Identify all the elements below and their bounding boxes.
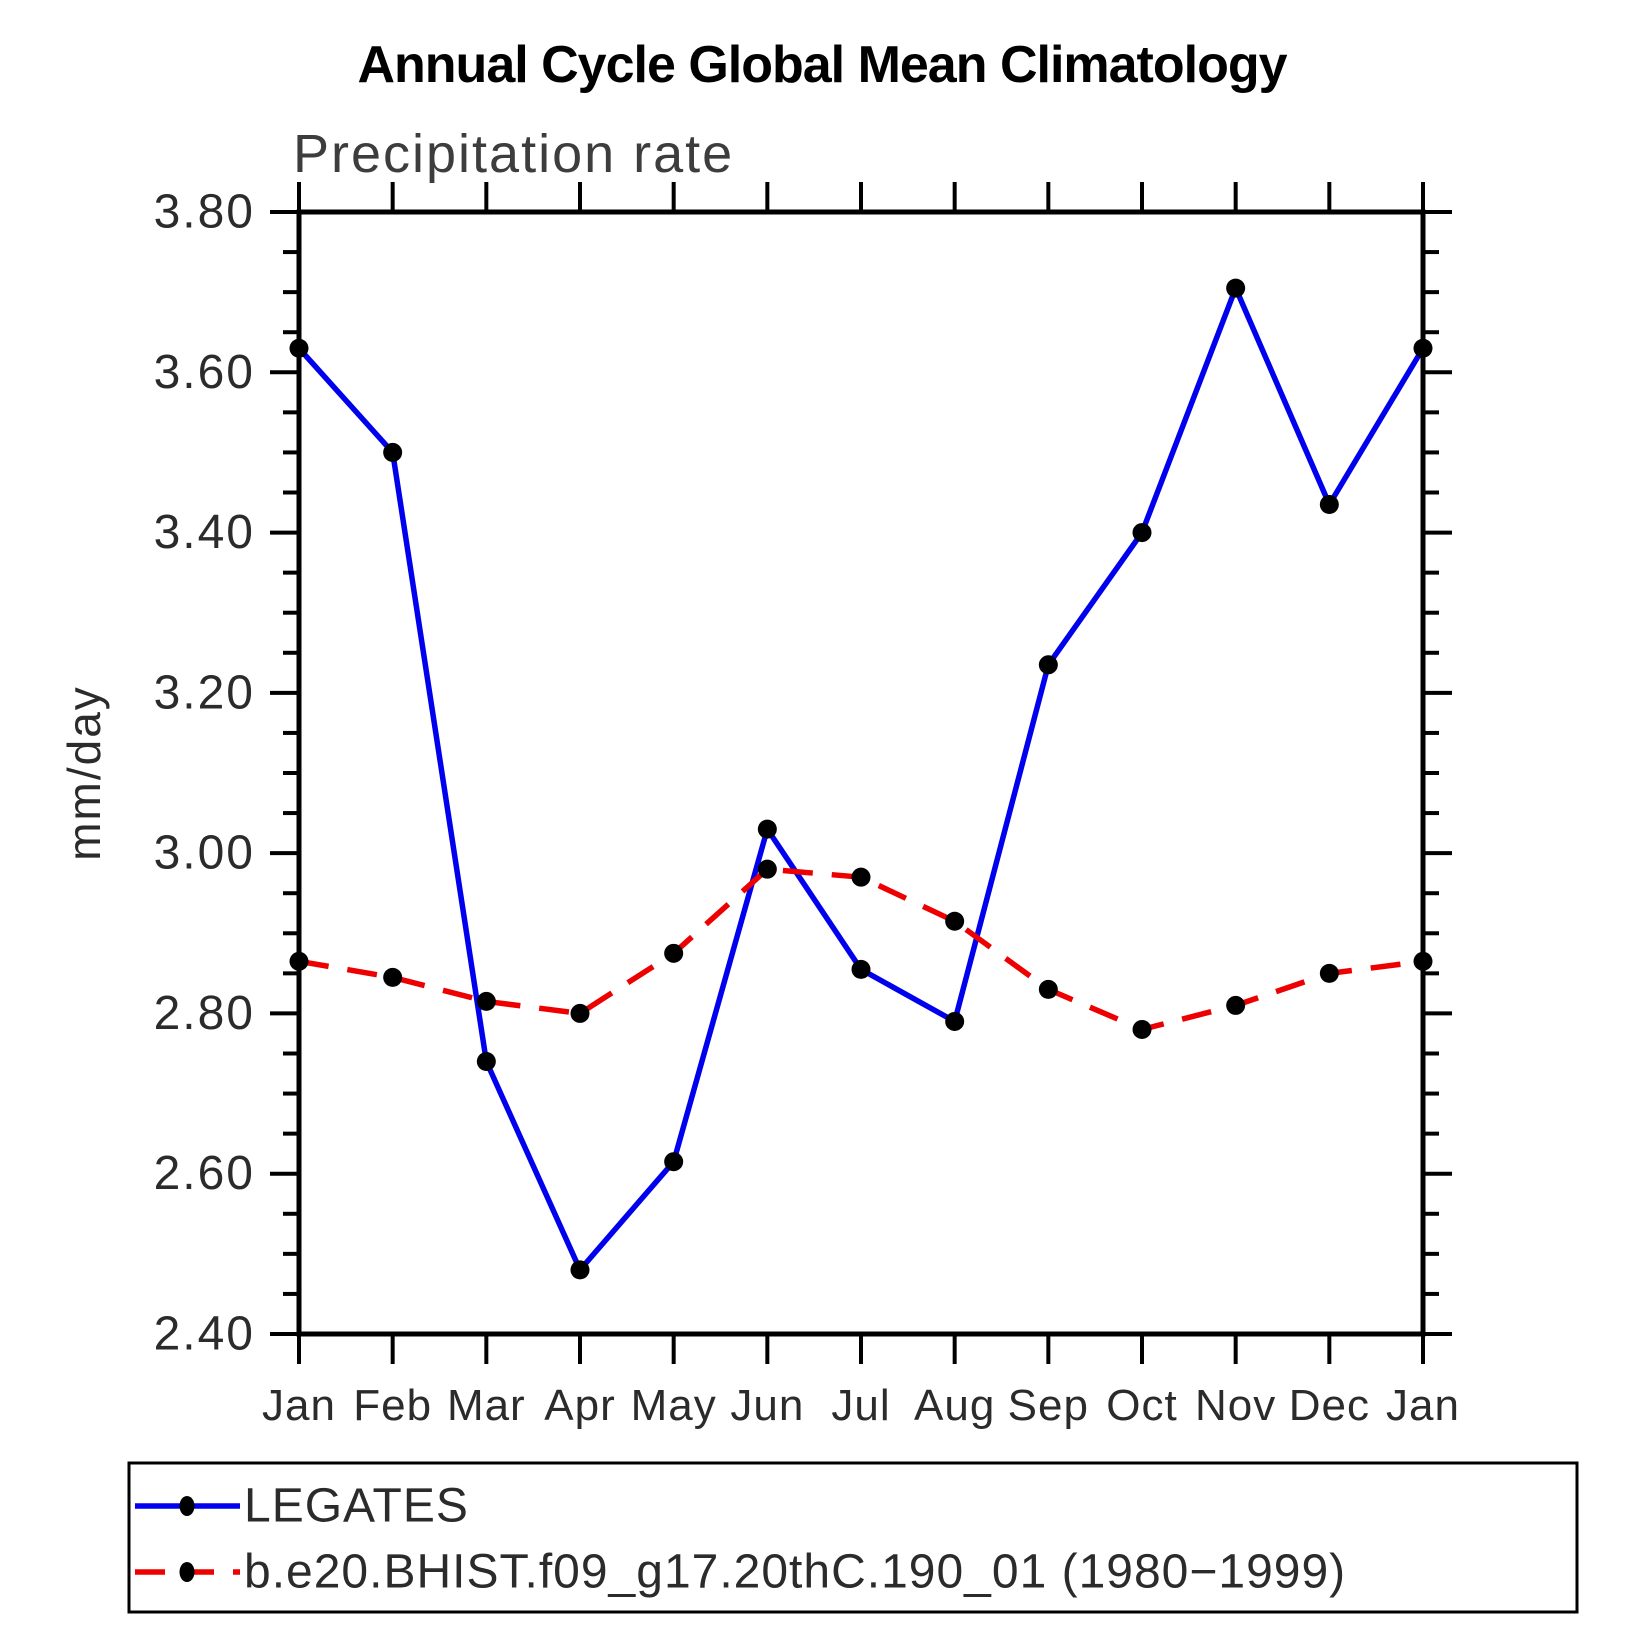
legend-label-legates: LEGATES [244, 1480, 469, 1533]
data-point-marker [945, 1011, 965, 1031]
x-axis-tick-labels: Jan Feb Mar Apr May Jun Jul Aug Sep Oct Nov Dec Jan [262, 1381, 1460, 1430]
x-tick-label: Feb [353, 1381, 432, 1430]
x-tick-label: Oct [1106, 1381, 1177, 1430]
y-tick-label: 2.60 [154, 1147, 255, 1200]
x-tick-label: Jul [831, 1381, 890, 1430]
data-point-marker [289, 338, 309, 358]
data-point-marker [1319, 963, 1339, 983]
y-axis-ticks [270, 210, 1452, 1336]
data-point-marker [664, 1152, 684, 1172]
y-tick-label: 3.40 [154, 506, 255, 559]
x-tick-label: Jun [730, 1381, 804, 1430]
data-point-marker [476, 1052, 496, 1072]
data-point-marker [570, 1003, 590, 1023]
y-tick-label: 3.80 [154, 186, 255, 239]
series-line-legates [296, 285, 1426, 1273]
legend: LEGATES b.e20.BHIST.f09_g17.20thC.190_01… [127, 1461, 1579, 1614]
data-point-marker [1226, 995, 1246, 1015]
legend-label-model: b.e20.BHIST.f09_g17.20thC.190_01 (1980−1… [244, 1546, 1346, 1599]
y-tick-label: 2.40 [154, 1308, 255, 1361]
data-point-marker [1038, 655, 1058, 675]
x-tick-label: Dec [1289, 1381, 1370, 1430]
data-point-marker [289, 951, 309, 971]
x-tick-label: Nov [1195, 1381, 1276, 1430]
data-point-marker [1413, 951, 1433, 971]
data-point-marker [851, 867, 871, 887]
x-tick-label: Sep [1008, 1381, 1089, 1430]
data-point-marker [757, 859, 777, 879]
chart-subtitle: Precipitation rate [293, 124, 734, 184]
y-tick-label: 3.00 [154, 827, 255, 880]
y-tick-label: 2.80 [154, 987, 255, 1040]
x-tick-label: Apr [544, 1381, 615, 1430]
x-tick-label: Aug [914, 1381, 995, 1430]
plot-frame [296, 209, 1426, 1337]
data-point-marker [476, 991, 496, 1011]
legend-marker-icon [179, 1496, 195, 1516]
y-axis-title: mm/day [58, 685, 110, 861]
data-point-marker [383, 442, 403, 462]
data-series [289, 278, 1433, 1280]
data-point-marker [1038, 979, 1058, 999]
data-point-marker [1226, 278, 1246, 298]
y-axis-tick-labels: 2.40 2.60 2.80 3.00 3.20 3.40 3.60 3.80 [154, 186, 255, 1361]
x-axis-ticks [297, 182, 1425, 1364]
data-point-marker [945, 911, 965, 931]
legend-marker-icon [179, 1562, 195, 1582]
x-tick-label: Jan [1386, 1381, 1460, 1430]
data-point-marker [383, 967, 403, 987]
data-point-marker [851, 959, 871, 979]
legend-box [127, 1461, 1579, 1614]
data-point-marker [664, 943, 684, 963]
data-point-marker [757, 819, 777, 839]
data-point-marker [1413, 338, 1433, 358]
chart-title: Annual Cycle Global Mean Climatology [357, 36, 1287, 94]
data-point-marker [570, 1260, 590, 1280]
x-tick-label: May [631, 1381, 717, 1430]
x-tick-label: Jan [262, 1381, 336, 1430]
y-tick-label: 3.60 [154, 346, 255, 399]
data-point-marker [1132, 1019, 1152, 1039]
data-point-marker [1319, 495, 1339, 515]
y-tick-label: 3.20 [154, 666, 255, 719]
plot-border [296, 209, 1426, 1337]
x-tick-label: Mar [447, 1381, 526, 1430]
data-point-marker [1132, 523, 1152, 543]
